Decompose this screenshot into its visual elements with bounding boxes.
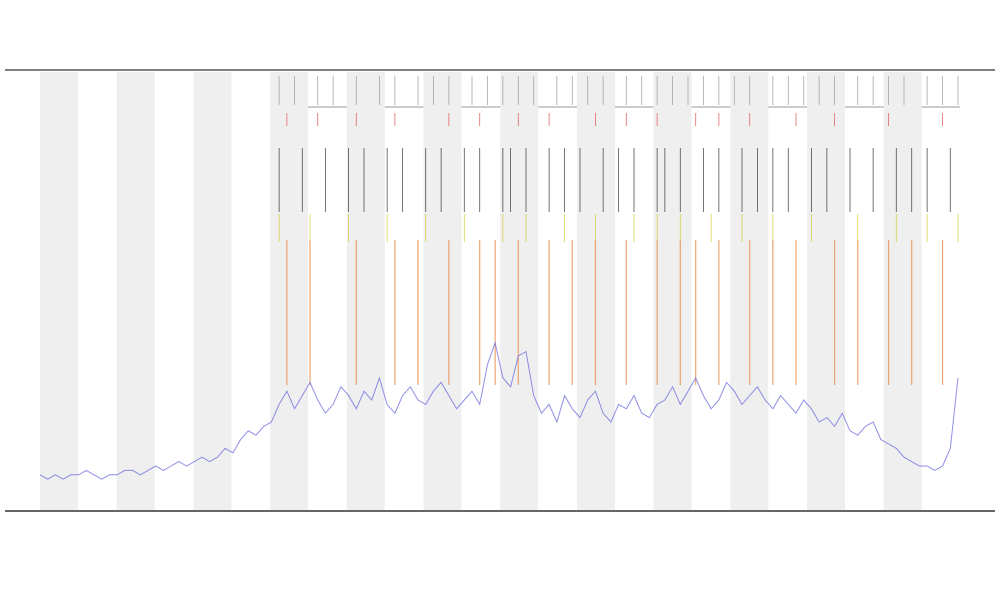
shaded-band <box>270 72 309 510</box>
shaded-band <box>346 72 385 510</box>
data-line <box>39 340 959 480</box>
shaded-band <box>40 72 78 510</box>
shaded-band <box>653 72 692 510</box>
shaded-band <box>423 72 462 510</box>
shaded-band <box>500 72 539 510</box>
shaded-band <box>193 72 232 510</box>
shaded-band <box>807 72 845 510</box>
shaded-band <box>116 72 155 510</box>
shaded-band <box>883 72 922 510</box>
